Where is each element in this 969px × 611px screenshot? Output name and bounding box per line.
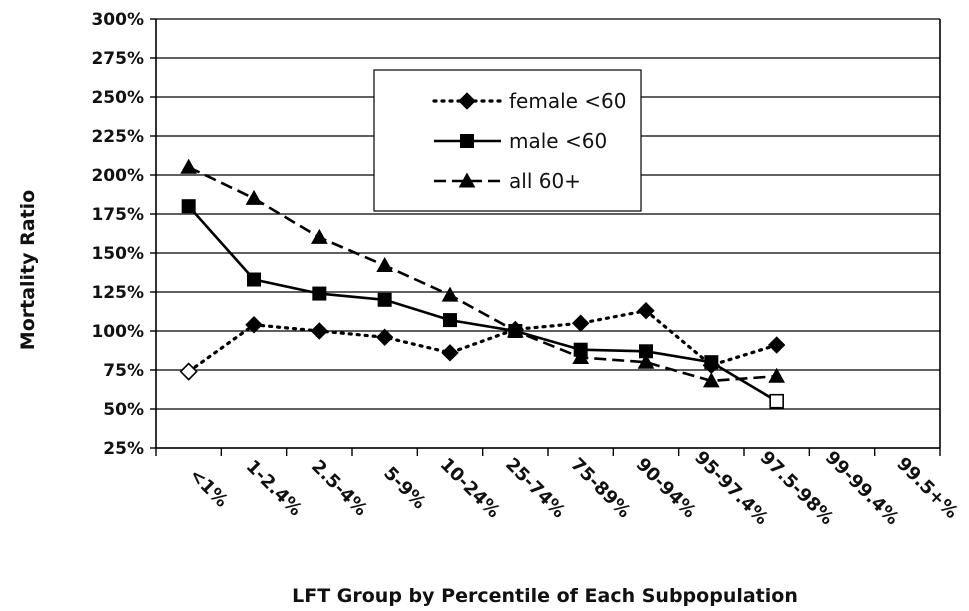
y-axis-title: Mortality Ratio bbox=[17, 190, 39, 350]
legend-label-female-60: female <60 bbox=[509, 89, 627, 113]
y-tick-label: 100% bbox=[91, 322, 144, 342]
legend-label-all-60: all 60+ bbox=[509, 169, 581, 193]
data-point-all-60 bbox=[506, 322, 524, 338]
y-tick-label: 200% bbox=[91, 166, 144, 186]
data-point-all-60 bbox=[637, 353, 655, 369]
x-tick-label: 25-74% bbox=[501, 454, 569, 522]
y-tick-label: 275% bbox=[91, 49, 144, 69]
y-tick-label: 25% bbox=[103, 439, 144, 459]
data-point-female-60 bbox=[245, 316, 263, 334]
legend-marker-all-60 bbox=[458, 172, 476, 188]
data-point-all-60 bbox=[702, 372, 720, 388]
x-tick-labels: <1% 1-2.4% 2.5-4% 5-9% 10-24%25-74%75-89%90-… bbox=[185, 447, 962, 529]
y-tick-label: 75% bbox=[103, 361, 144, 381]
data-point-male-60 bbox=[312, 286, 327, 301]
data-point-male-60 bbox=[443, 313, 457, 328]
y-tick-label: 225% bbox=[91, 127, 144, 147]
data-point-all-60 bbox=[376, 256, 394, 272]
data-point-all-60 bbox=[768, 367, 786, 383]
legend-box bbox=[373, 69, 642, 212]
data-point-male-60 bbox=[377, 292, 392, 307]
y-tick-label: 175% bbox=[91, 205, 144, 225]
legend-marker-female-60 bbox=[458, 92, 476, 110]
legend: female <60 male <60 all 60+ bbox=[373, 69, 642, 212]
x-tick-label: 5-9% bbox=[379, 463, 430, 514]
legend-marker-male-60 bbox=[460, 134, 474, 148]
x-tick-label: 75-89% bbox=[566, 454, 634, 522]
series-lines bbox=[187, 166, 779, 403]
y-tick-label: 250% bbox=[91, 88, 144, 108]
data-point-all-60 bbox=[441, 286, 459, 302]
legend-label-male-60: male <60 bbox=[509, 129, 607, 153]
x-tick-label: 1-2.4% bbox=[242, 456, 306, 520]
x-tick-label: 2.5-4% bbox=[307, 456, 371, 520]
series-line-male-60 bbox=[187, 205, 778, 403]
data-point-male-60 bbox=[181, 199, 196, 214]
x-tick-label: 99.5+% bbox=[892, 453, 962, 523]
data-point-all-60 bbox=[310, 228, 328, 244]
series-markers bbox=[179, 158, 786, 409]
x-axis-title: LFT Group by Percentile of Each Subpopul… bbox=[292, 585, 798, 607]
y-tick-labels: 25% 50% 75% 100% 125% 150% 175% 200% 225% 250% 275… bbox=[91, 10, 144, 459]
data-point-male-60 bbox=[247, 272, 261, 287]
x-tick-label: <1% bbox=[185, 465, 232, 512]
series-line-female-60 bbox=[187, 308, 779, 374]
axes bbox=[150, 18, 941, 456]
data-point-female-60 bbox=[571, 314, 590, 332]
legend-items: female <60 male <60 all 60+ bbox=[432, 89, 627, 193]
x-tick-label: 90-94% bbox=[632, 454, 700, 522]
data-point-female-60 bbox=[179, 362, 198, 381]
data-point-female-60 bbox=[767, 336, 786, 354]
x-tick-label: 10-24% bbox=[436, 454, 504, 522]
series-line-all-60 bbox=[188, 166, 777, 383]
data-point-male-60 bbox=[704, 355, 719, 370]
data-point-all-60 bbox=[180, 158, 198, 174]
data-point-female-60 bbox=[310, 322, 329, 340]
data-point-all-60 bbox=[572, 348, 590, 365]
y-tick-label: 50% bbox=[103, 400, 144, 420]
data-point-female-60 bbox=[441, 344, 459, 362]
y-tick-label: 300% bbox=[91, 10, 144, 30]
y-tick-label: 125% bbox=[91, 283, 144, 303]
data-point-female-60 bbox=[375, 328, 394, 346]
data-point-female-60 bbox=[637, 302, 655, 320]
data-point-all-60 bbox=[245, 189, 263, 205]
data-point-male-60 bbox=[769, 393, 784, 409]
y-tick-label: 150% bbox=[91, 244, 144, 264]
